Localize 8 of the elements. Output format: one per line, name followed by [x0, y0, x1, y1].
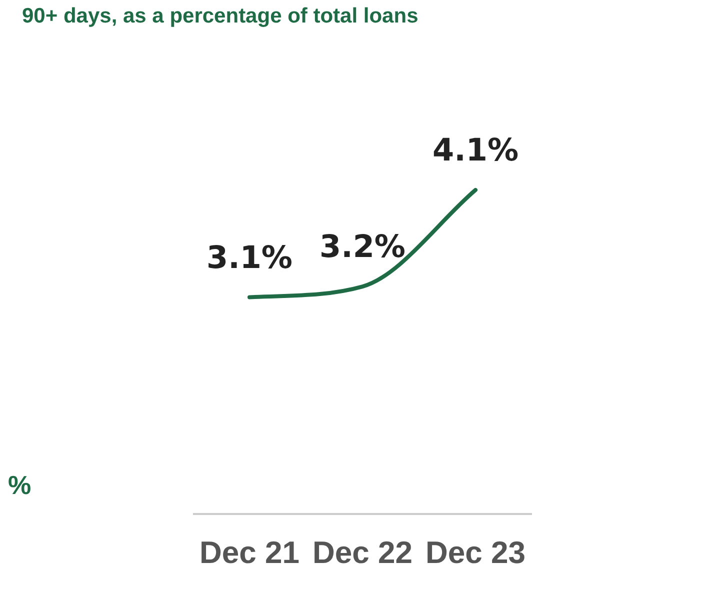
x-tick-label: Dec 21 — [200, 535, 300, 570]
x-tick-label: Dec 23 — [426, 535, 526, 570]
data-label: 3.1% — [206, 240, 292, 276]
data-label: 3.2% — [320, 229, 406, 266]
text: % — [8, 470, 32, 500]
x-tick-label: Dec 22 — [312, 535, 412, 570]
data-label: 4.1% — [432, 132, 519, 168]
chart-title: 90+ days, as a percentage of total loans — [22, 4, 418, 28]
